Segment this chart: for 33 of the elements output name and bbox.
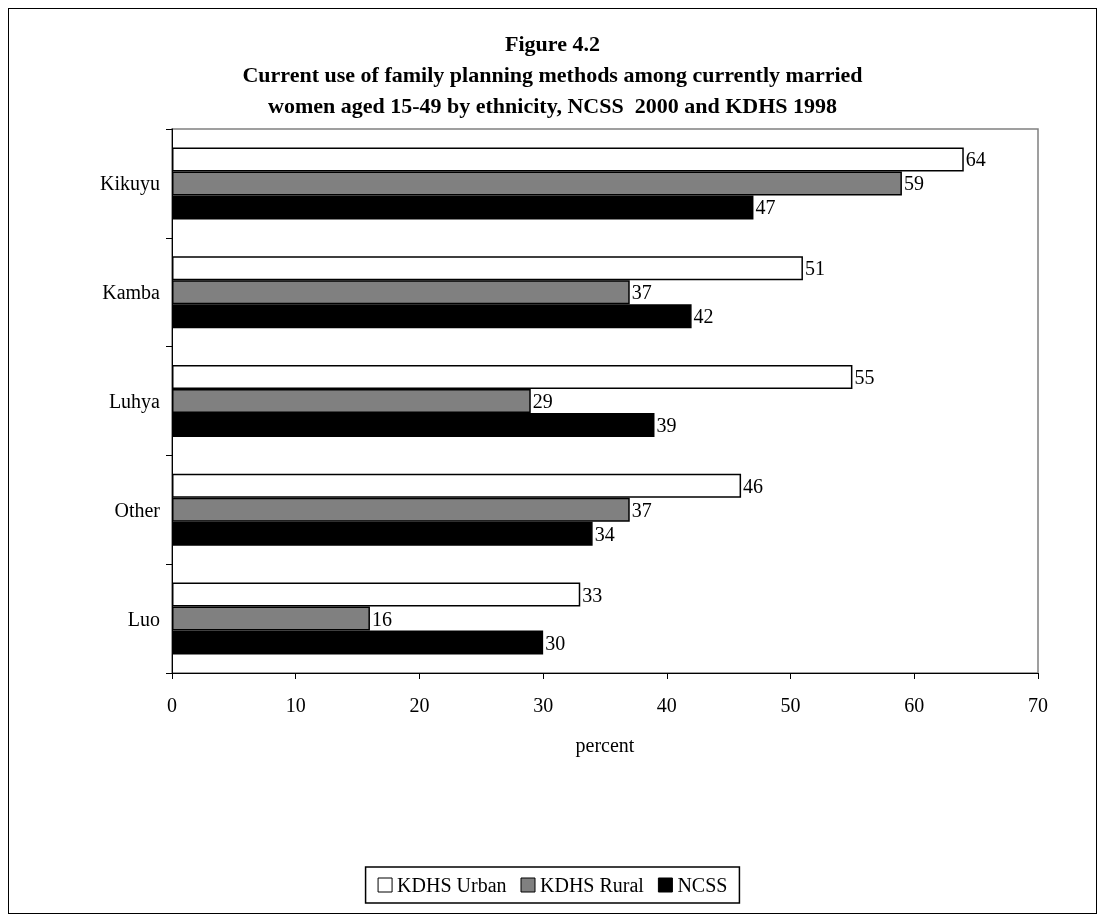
x-tick-label: 20 [409, 694, 430, 716]
x-tick-label: 60 [904, 694, 925, 716]
data-label: 37 [631, 498, 652, 521]
data-label: 39 [656, 414, 677, 436]
x-tick-label: 10 [285, 694, 306, 716]
y-tick-label: Kamba [102, 281, 161, 304]
x-tick-label: 30 [533, 694, 554, 716]
x-axis-title: percent [575, 734, 635, 757]
y-tick-label: Kikuyu [100, 172, 160, 196]
y-tick-label: Luo [127, 607, 160, 630]
data-label: 37 [631, 281, 652, 304]
x-tick-label: 50 [780, 694, 801, 716]
x-tick-label: 40 [656, 694, 677, 716]
legend-label: KDHS Rural [540, 874, 645, 896]
data-label: 46 [743, 474, 764, 497]
data-label: 34 [594, 522, 615, 545]
y-tick-label: Other [114, 498, 161, 521]
data-label: 51 [804, 257, 825, 280]
data-label: 29 [532, 390, 553, 412]
x-tick-label: 0 [167, 694, 177, 716]
data-label: 42 [693, 305, 714, 328]
legend-label: NCSS [677, 874, 728, 896]
legend-label: KDHS Urban [397, 874, 507, 896]
data-label: 47 [755, 196, 776, 219]
data-label: 55 [854, 366, 875, 388]
data-label: 59 [903, 172, 924, 195]
chart-title: Figure 4.2 Current use of family planning methods among currently married women aged 15-49 by ethnicity, NCSS 2000 and KDHS 1998 [242, 31, 863, 118]
y-tick-label: Luhya [108, 390, 161, 413]
data-label: 16 [371, 607, 392, 630]
data-label: 30 [545, 631, 566, 654]
x-tick-label: 70 [1028, 694, 1048, 716]
data-label: 64 [965, 148, 986, 171]
data-label: 33 [582, 583, 603, 606]
